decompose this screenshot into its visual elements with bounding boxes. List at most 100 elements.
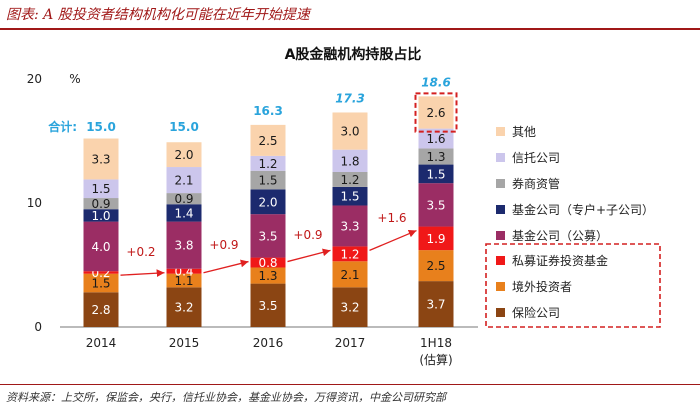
- segment-value-label: 2.1: [340, 268, 359, 282]
- segment-value-label: 1.2: [258, 157, 277, 171]
- x-tick-label: 2014: [86, 336, 117, 350]
- segment-value-label: 1.2: [340, 247, 359, 261]
- legend-swatch: [496, 308, 505, 317]
- y-tick-label: 0: [34, 320, 42, 334]
- legend-swatch: [496, 205, 505, 214]
- segment-value-label: 3.0: [340, 125, 359, 139]
- bar-segment: [83, 209, 119, 222]
- bar-segment: [83, 138, 119, 180]
- segment-value-label: 2.6: [426, 106, 445, 120]
- legend-swatch: [496, 153, 505, 162]
- legend-label: 券商资管: [512, 176, 560, 191]
- growth-arrow: [203, 259, 249, 274]
- segment-value-label: 3.7: [426, 298, 445, 312]
- bar-segment: [418, 164, 454, 184]
- bar-total-label: 16.3: [253, 104, 283, 118]
- segment-value-label: 1.3: [426, 150, 445, 164]
- legend-swatch: [496, 256, 505, 265]
- segment-value-label: 1.3: [258, 269, 277, 283]
- chart-title: A股金融机构持股占比: [285, 46, 422, 63]
- segment-value-label: 3.3: [91, 152, 110, 166]
- bar-segment: [250, 124, 286, 156]
- bar-segment: [166, 167, 202, 194]
- segment-value-label: 2.0: [258, 195, 277, 209]
- segment-value-label: 3.5: [258, 229, 277, 243]
- legend-label: 境外投资者: [512, 279, 572, 294]
- y-axis-unit: %: [69, 72, 80, 86]
- segment-value-label: 0.9: [174, 192, 193, 206]
- segment-value-label: 1.4: [174, 206, 193, 220]
- bar-segment: [418, 148, 454, 165]
- bar-segment: [418, 226, 454, 251]
- bar-total-label: 17.3: [335, 91, 365, 105]
- segment-value-label: 2.1: [174, 174, 193, 188]
- segment-value-label: 2.0: [174, 148, 193, 162]
- bar-segment: [83, 221, 119, 272]
- bar-segment: [166, 204, 202, 222]
- bar-segment: [166, 287, 202, 327]
- bar-segment: [332, 246, 368, 262]
- highlight-box-1h18-other: [414, 92, 458, 133]
- bar-total-label: 15.0: [169, 120, 199, 134]
- segment-value-label: 0.8: [258, 256, 277, 270]
- source-note: 资料来源：上交所，保监会，央行，信托业协会，基金业协会，万得资讯，中金公司研究部: [6, 391, 446, 404]
- legend-label: 基金公司（公募）: [512, 228, 608, 243]
- segment-value-label: 3.2: [174, 301, 193, 315]
- bar-segment: [83, 198, 119, 210]
- x-tick-label: 2015: [169, 336, 200, 350]
- bar-segment: [166, 268, 202, 274]
- growth-arrow: [369, 229, 417, 251]
- segment-value-label: 0.9: [91, 197, 110, 211]
- segment-value-label: 1.5: [91, 276, 110, 290]
- segment-value-label: 2.5: [258, 134, 277, 148]
- segment-value-label: 1.5: [426, 167, 445, 181]
- bar-segment: [166, 142, 202, 168]
- bar-segment: [250, 257, 286, 268]
- growth-arrow: [287, 248, 331, 263]
- x-tick-label: 1H18: [420, 336, 452, 350]
- segment-value-label: 3.8: [174, 239, 193, 253]
- legend-swatch: [496, 231, 505, 240]
- bar-segment: [418, 183, 454, 227]
- legend-label: 私募证券投资基金: [512, 253, 608, 268]
- bar-segment: [332, 205, 368, 247]
- figure-title: 图表: A 股投资者结构机构化可能在近年开始提速: [6, 7, 310, 23]
- legend-swatch: [496, 127, 505, 136]
- bar-segment: [332, 261, 368, 288]
- bar-segment: [250, 155, 286, 171]
- segment-value-label: 3.3: [340, 219, 359, 233]
- total-prefix: 合计:: [48, 119, 77, 134]
- legend-swatch: [496, 282, 505, 291]
- segment-value-label: 1.1: [174, 274, 193, 288]
- segment-value-label: 1.5: [258, 174, 277, 188]
- segment-value-label: 1.2: [340, 173, 359, 187]
- title-rule: [0, 28, 700, 30]
- bar-segment: [166, 273, 202, 288]
- bar-segment: [332, 149, 368, 172]
- growth-label: +0.2: [126, 245, 155, 259]
- bar-segment: [418, 128, 454, 149]
- segment-value-label: 3.5: [426, 198, 445, 212]
- bar-segment: [166, 193, 202, 205]
- bar-segment: [83, 292, 119, 327]
- legend-highlight-box: [485, 243, 661, 328]
- growth-label: +0.9: [209, 238, 238, 252]
- segment-value-label: 1.9: [426, 232, 445, 246]
- growth-arrow: [120, 269, 165, 278]
- legend-label: 保险公司: [512, 305, 560, 320]
- segment-value-label: 3.5: [258, 299, 277, 313]
- legend-label: 基金公司（专户+子公司）: [512, 202, 654, 217]
- segment-value-label: 1.6: [426, 132, 445, 146]
- bar-segment: [166, 221, 202, 269]
- growth-label: +0.9: [293, 228, 322, 242]
- x-tick-label: 2017: [335, 336, 366, 350]
- segment-value-label: 1.5: [91, 182, 110, 196]
- bar-segment: [250, 189, 286, 215]
- bar-segment: [83, 273, 119, 293]
- x-tick-sublabel: (估算): [419, 352, 452, 367]
- y-tick-label: 20: [27, 72, 42, 86]
- bar-segment: [418, 281, 454, 327]
- bar-segment: [83, 179, 119, 199]
- segment-value-label: 3.2: [340, 301, 359, 315]
